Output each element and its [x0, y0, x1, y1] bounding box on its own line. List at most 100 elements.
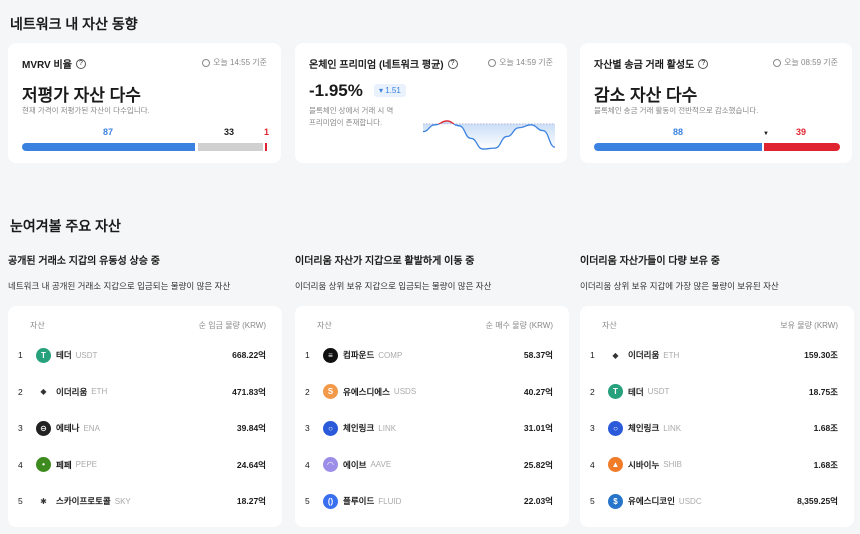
table-row[interactable]: 3 ○ 체인링크 LINK 31.01억 [305, 418, 553, 438]
asset-table: 자산 순 입금 물량 (KRW) 1 T 테더 USDT 668.22억 2 ◆… [8, 306, 282, 527]
onchain-premium-card[interactable]: 온체인 프리미엄 (네트워크 평균)? 오늘 14:59 기준 -1.95% ▾… [295, 43, 567, 163]
asset-name: 테더 [628, 386, 644, 397]
table-row[interactable]: 4 • 페페 PEPE 24.64억 [18, 455, 266, 475]
table-row[interactable]: 3 ○ 체인링크 LINK 1.68조 [590, 418, 838, 438]
asset-value: 39.84억 [236, 423, 266, 433]
pepe-icon: • [36, 457, 51, 472]
table-row[interactable]: 5 ✱ 스카이프로토콜 SKY 18.27억 [18, 491, 266, 511]
list-desc: 이더리움 상위 보유 지갑으로 입금되는 물량이 많은 자산 [295, 281, 492, 291]
table-row[interactable]: 3 ⊖ 에테나 ENA 39.84억 [18, 418, 266, 438]
ethereum-icon: ◆ [36, 384, 51, 399]
activity-desc: 블록체인 송금 거래 활동이 전반적으로 감소했습니다. [594, 106, 759, 115]
rank: 3 [590, 423, 595, 433]
premium-title: 온체인 프리미엄 (네트워크 평균) [309, 60, 444, 71]
table-row[interactable]: 2 ◆ 이더리움 ETH 471.83억 [18, 382, 266, 402]
asset-value: 1.68조 [813, 459, 838, 470]
asset-name: 체인링크 [628, 423, 660, 433]
list-desc: 이더리움 상위 보유 지갑에 가장 많은 물량이 보유된 자산 [580, 281, 779, 291]
asset-name: 이더리움 [56, 386, 88, 397]
section-title-key-assets: 눈여겨볼 주요 자산 [10, 218, 121, 234]
asset-name: 에이브 [343, 459, 367, 470]
ethena-icon: ⊖ [36, 420, 51, 436]
increase-bar [594, 143, 762, 151]
asset-value: 22.03억 [523, 496, 553, 506]
list-title: 이더리움 자산가들이 다량 보유 중 [580, 256, 720, 267]
asset-table: 자산 순 매수 물량 (KRW) 1 ≡ 컴파운드 COMP 58.37억 2 … [295, 306, 569, 527]
list-title: 공개된 거래소 지갑의 유동성 상승 중 [8, 256, 160, 267]
asset-name: 유에스디코인 [628, 496, 675, 506]
table-row[interactable]: 2 T 테더 USDT 18.75조 [590, 382, 838, 402]
asset-symbol: LINK [663, 423, 682, 433]
sparkline-area [423, 120, 555, 150]
transfer-activity-card[interactable]: 자산별 송금 거래 활성도? 오늘 08:59 기준 감소 자산 다수 블록체인… [580, 43, 852, 163]
asset-name: 체인링크 [343, 423, 375, 433]
asset-name: 플루이드 [343, 496, 375, 506]
asset-symbol: USDT [75, 350, 98, 360]
mvrv-desc: 현재 가격이 저평가된 자산이 다수입니다. [22, 106, 150, 115]
asset-value: 18.75조 [808, 386, 838, 397]
asset-name: 이더리움 [628, 350, 660, 360]
asset-symbol: PEPE [75, 460, 97, 469]
timestamp: 오늘 14:59 기준 [499, 58, 553, 67]
increase-count: 88 [673, 127, 684, 137]
asset-name: 스카이프로토콜 [56, 496, 111, 506]
table-row[interactable]: 1 ≡ 컴파운드 COMP 58.37억 [305, 345, 553, 365]
overvalued-count: 1 [264, 127, 270, 137]
fluid-icon: () [323, 493, 338, 509]
rank: 2 [18, 386, 23, 397]
asset-name: 테더 [56, 350, 72, 360]
asset-symbol: USDT [647, 387, 670, 396]
premium-change-badge: ▾ 1.51 [374, 84, 406, 97]
neutral-count: 33 [224, 127, 235, 137]
list-title: 이더리움 자산가 지갑으로 활발하게 이동 중 [295, 256, 475, 267]
col-value-header: 순 매수 물량 (KRW) [485, 321, 553, 330]
section-title-network-trends: 네트워크 내 자산 동향 [10, 16, 138, 32]
asset-name: 에테나 [56, 423, 80, 433]
undervalued-count: 87 [103, 127, 114, 137]
rank: 1 [18, 350, 23, 360]
shiba-inu-icon: ▲ [608, 457, 623, 472]
marker-icon: ▼ [763, 131, 769, 137]
asset-value: 40.27억 [523, 386, 553, 397]
asset-table: 자산 보유 물량 (KRW) 1 ◆ 이더리움 ETH 159.30조 2 T … [580, 306, 854, 527]
chainlink-icon: ○ [323, 420, 338, 436]
table-row[interactable]: 1 T 테더 USDT 668.22억 [18, 345, 266, 365]
ethereum-icon: ◆ [608, 347, 623, 363]
table-row[interactable]: 4 ▲ 시바이누 SHIB 1.68조 [590, 455, 838, 475]
rank: 2 [305, 386, 310, 397]
table-row[interactable]: 2 S 유에스디에스 USDS 40.27억 [305, 382, 553, 402]
table-row[interactable]: 4 ◠ 에이브 AAVE 25.82억 [305, 455, 553, 475]
asset-symbol: SHIB [663, 460, 682, 469]
asset-value: 58.37억 [523, 350, 553, 360]
table-row[interactable]: 1 ◆ 이더리움 ETH 159.30조 [590, 345, 838, 365]
tether-icon: T [36, 347, 51, 363]
premium-desc-line1: 블록체인 상에서 거래 시 역 [309, 106, 394, 115]
premium-desc-line2: 프리미엄이 존재합니다. [309, 118, 383, 127]
rank: 3 [18, 423, 23, 433]
help-icon[interactable]: ? [698, 58, 709, 69]
help-icon[interactable]: ? [447, 58, 458, 69]
rank: 1 [305, 350, 310, 360]
asset-symbol: LINK [378, 423, 397, 433]
rank: 3 [305, 423, 310, 433]
asset-value: 471.83억 [232, 386, 266, 397]
help-icon[interactable]: ? [75, 58, 86, 69]
asset-symbol: FLUID [378, 496, 402, 506]
asset-value: 1.68조 [813, 423, 838, 433]
list-desc: 네트워크 내 공개된 거래소 지갑으로 입금되는 물량이 많은 자산 [8, 281, 231, 291]
asset-name: 유에스디에스 [343, 386, 390, 397]
rank: 4 [590, 459, 595, 470]
asset-value: 8,359.25억 [797, 496, 838, 506]
aave-icon: ◠ [323, 457, 338, 472]
table-row[interactable]: 5 $ 유에스디코인 USDC 8,359.25억 [590, 491, 838, 511]
premium-sparkline [423, 120, 555, 150]
rank: 2 [590, 386, 595, 397]
asset-value: 24.64억 [236, 459, 266, 470]
col-asset-header: 자산 [602, 321, 617, 330]
col-asset-header: 자산 [30, 321, 45, 330]
mvrv-headline: 저평가 자산 다수 [22, 86, 141, 105]
mvrv-card[interactable]: MVRV 비율? 오늘 14:55 기준 저평가 자산 다수 현재 가격이 저평… [8, 43, 281, 163]
asset-symbol: COMP [378, 350, 403, 360]
activity-headline: 감소 자산 다수 [594, 86, 698, 105]
table-row[interactable]: 5 () 플루이드 FLUID 22.03억 [305, 491, 553, 511]
